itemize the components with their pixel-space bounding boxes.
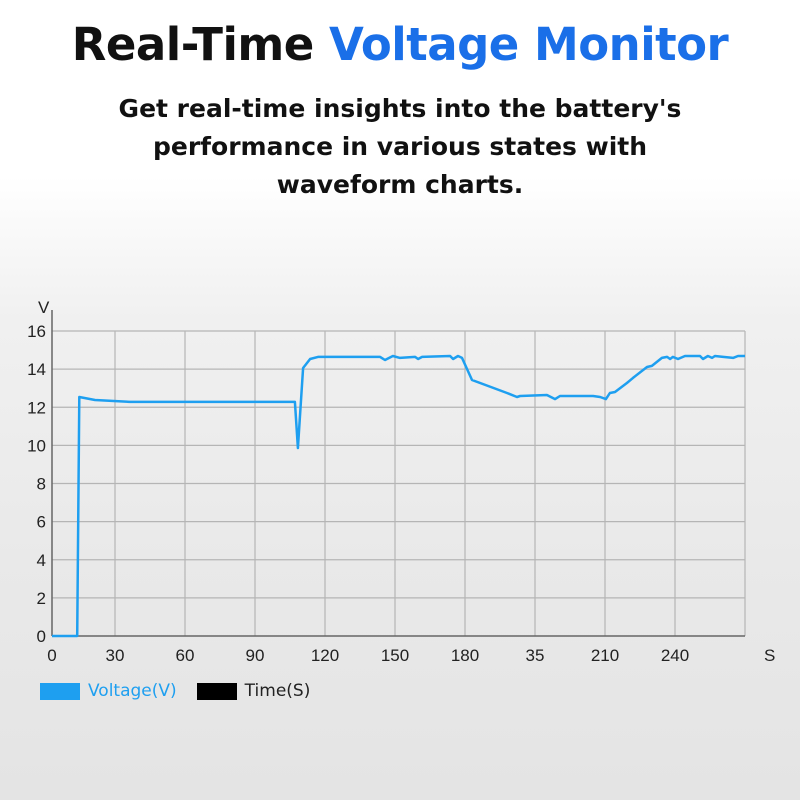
legend: Voltage(V) Time(S) (40, 681, 330, 701)
y-tick-label: 16 (27, 322, 46, 341)
x-tick-label: 150 (381, 646, 409, 665)
x-tick-label: 90 (246, 646, 265, 665)
series (52, 354, 745, 638)
title-black: Real-Time (71, 18, 329, 71)
grid (52, 330, 746, 636)
y-tick-label: 14 (27, 360, 46, 379)
axes (51, 310, 745, 637)
y-tick-label: 0 (37, 627, 46, 646)
title-accent: Voltage Monitor (328, 18, 729, 71)
y-tick-label: 8 (37, 475, 46, 494)
y-tick-label: 12 (27, 398, 46, 417)
x-tick-label: 180 (451, 646, 479, 665)
x-tick-label: 30 (106, 646, 125, 665)
voltage-line (52, 354, 745, 638)
legend-label-voltage: Voltage(V) (88, 681, 177, 701)
x-tick-label: 210 (591, 646, 619, 665)
x-tick-label: 35 (526, 646, 545, 665)
legend-swatch-voltage (40, 682, 80, 700)
x-tick-label: 240 (661, 646, 689, 665)
legend-label-time: Time(S) (244, 681, 311, 701)
x-tick-label: 60 (176, 646, 195, 665)
y-tick-label: 2 (37, 589, 46, 608)
page-subtitle: Get real-time insights into the battery'… (118, 94, 682, 199)
y-tick-label: 4 (37, 551, 46, 570)
y-tick-label: 10 (27, 436, 46, 455)
x-tick-label: 0 (47, 646, 56, 665)
y-axis-label: V (38, 298, 50, 317)
legend-item-voltage: Voltage(V) (40, 681, 177, 701)
legend-swatch-time (196, 682, 237, 700)
page-title: Real-Time Voltage Monitor (0, 18, 800, 71)
x-tick-label: 120 (311, 646, 339, 665)
tick-labels: 0 2 4 6 8 10 12 14 16 0 30 60 90 120 150 180 35 210 240 (27, 322, 689, 665)
legend-item-time: Time(S) (196, 681, 311, 701)
y-tick-label: 6 (37, 513, 46, 532)
x-axis-label: S (764, 646, 775, 665)
